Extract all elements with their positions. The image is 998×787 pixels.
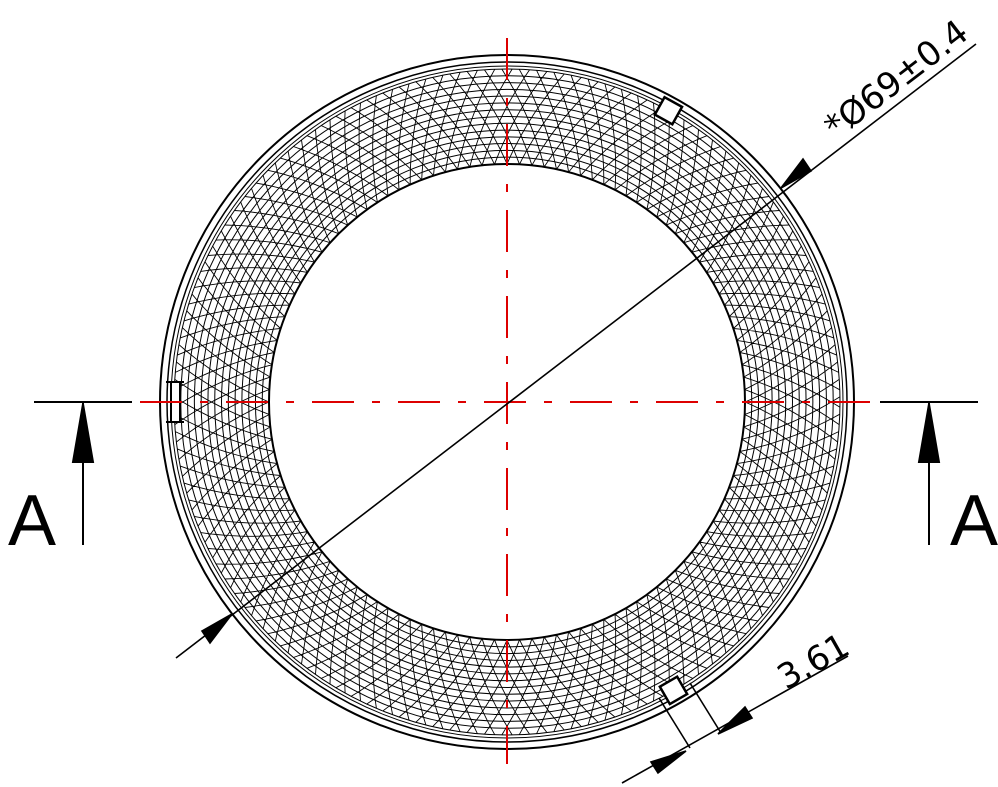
slot-arrow-left [649,750,687,775]
diameter-arrow-lower [200,613,233,645]
section-label-right: A [950,481,998,561]
section-cut-right [880,401,978,545]
rim-notch-top-right [653,95,684,127]
section-arrow-right [917,403,941,463]
diameter-dimension [175,43,977,659]
slot-width-dimension [621,655,849,784]
diameter-dimension-text: *Ø69±0.4 [817,12,976,147]
section-cut-left [34,401,132,545]
section-label-left: A [8,481,56,561]
slot-arrow-right [717,705,754,735]
section-arrow-left [71,403,95,463]
rim-notch-bottom-right [658,675,689,706]
diameter-arrow-upper [780,157,813,189]
slot-width-dimension-text: 3.61 [771,626,857,698]
pad-spirals [173,68,841,736]
centerlines [140,38,872,764]
